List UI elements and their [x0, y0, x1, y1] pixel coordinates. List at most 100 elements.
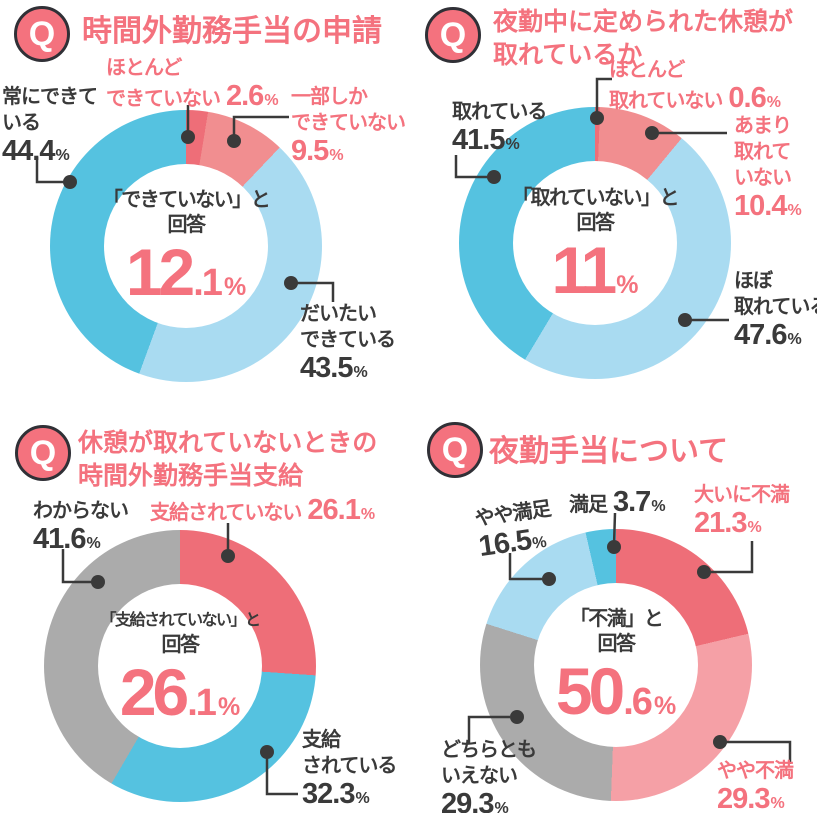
callout-text: されている	[302, 755, 397, 777]
percent-sign: %	[505, 136, 519, 153]
callout-amari-torenai: あまり 取れて いない 10.4%	[734, 113, 802, 224]
center-value-int: 11	[551, 232, 617, 307]
callout-value: 0.6	[728, 82, 766, 114]
percent-sign: %	[653, 691, 677, 720]
callout-value: 29.3	[717, 783, 770, 813]
percent-sign: %	[494, 800, 508, 813]
callout-value: 9.5	[291, 135, 329, 167]
callout-text: 支給	[302, 729, 341, 751]
callout-value: 41.5	[452, 124, 505, 156]
donut-center-label: 「取れていない」と 回答 11 %	[459, 107, 731, 379]
callout-yaya-fuman: やや不満 29.3%	[717, 758, 794, 813]
question-badge: Q	[427, 422, 483, 478]
callout-hobo-toreteiru: ほぼ 取れている 47.6%	[734, 268, 817, 353]
callout-text: いない	[734, 167, 792, 189]
callout-value-line: 32.3%	[302, 779, 396, 812]
percent-sign: %	[616, 270, 639, 299]
center-value-dec: .1	[193, 261, 223, 304]
callout-tsuneni-dekiteiru: 常にできて いる 44.4%	[2, 84, 98, 169]
center-label-line: 回答	[167, 213, 207, 236]
donut-center-label: 「支給されていない」と 回答 26 .1 %	[44, 530, 316, 802]
donut-hole	[98, 584, 262, 748]
chart-night-shift-breaks: Q 夜勤中に定められた休憩が 取れているか 「取れていない」と 回答 11 %	[409, 0, 817, 406]
center-label-line: 回答	[597, 632, 637, 655]
callout-text: だいたい	[300, 303, 377, 325]
center-label-line: 「不満」と	[569, 607, 664, 630]
chart-title-line: 取れているか	[493, 41, 643, 69]
callout-text: 常にできて	[2, 86, 98, 108]
callout-text: 取れて	[734, 141, 791, 163]
callout-shikyuu-sareteinai: 支給されていない 26.1%	[150, 495, 375, 528]
callout-text: いる	[2, 112, 41, 134]
center-value: 50 .6 %	[555, 653, 677, 728]
percent-sign: %	[360, 506, 375, 523]
callout-shikyuu-sareteiru: 支給 されている 32.3%	[302, 727, 397, 812]
callout-value: 16.5	[476, 524, 534, 564]
chart-title-line: 時間外勤務手当支給	[78, 462, 304, 490]
donut-chart: 「取れていない」と 回答 11 %	[459, 107, 731, 379]
callout-text: できていない	[291, 112, 406, 134]
callout-value: 21.3	[694, 507, 747, 539]
chart-allowance-payment: Q 休憩が取れていないときの 時間外勤務手当支給 「支給されていない」と 回答 …	[0, 407, 408, 813]
donut-chart: 「できていない」と 回答 12 .1 %	[50, 110, 322, 382]
chart-title: 夜勤手当について	[489, 433, 728, 471]
callout-text: いえない	[441, 765, 518, 787]
chart-overtime-application: Q 時間外勤務手当の申請 「できていない」と 回答 12 .1 %	[0, 0, 408, 406]
percent-sign: %	[770, 795, 784, 812]
callout-value-line: 44.4%	[2, 136, 97, 169]
percent-sign: %	[264, 92, 278, 109]
percent-sign: %	[651, 498, 665, 515]
center-value-int: 50	[555, 653, 625, 728]
callout-manzoku: 満足 3.7%	[569, 486, 666, 520]
callout-text: 取れている	[734, 296, 817, 318]
callout-text: あまり	[734, 115, 792, 137]
callout-dochiratomo-ienai: どちらとも いえない 29.3%	[441, 737, 537, 813]
question-badge: Q	[425, 7, 481, 63]
callout-value: 44.4	[2, 135, 55, 167]
callout-value: 32.3	[302, 778, 355, 810]
callout-text: どちらとも	[441, 739, 537, 761]
chart-title: 夜勤中に定められた休憩が 取れているか	[493, 6, 793, 72]
callout-ooini-fuman: 大いに不満 21.3%	[694, 482, 790, 541]
callout-value-line: 10.4%	[734, 190, 802, 224]
percent-sign: %	[787, 202, 801, 219]
callout-text: できていない 2.6%	[106, 80, 279, 112]
callout-daitai-dekiteiru: だいたい できている 43.5%	[300, 301, 396, 386]
callout-value: 41.6	[33, 523, 86, 555]
center-value-int: 26	[119, 654, 189, 729]
callout-text: 取れていない 0.6%	[609, 82, 781, 114]
callout-value-line: 29.3%	[717, 784, 793, 813]
percent-sign: %	[747, 519, 761, 536]
callout-toreteiru: 取れている 41.5%	[452, 99, 547, 158]
percent-sign: %	[55, 147, 69, 164]
callout-value-line: 41.5%	[452, 125, 546, 158]
chart-night-shift-allowance: Q 夜勤手当について 「不満」と 回答 50 .6 %	[409, 407, 817, 813]
callout-value: 10.4	[734, 190, 787, 222]
donut-center-label: 「できていない」と 回答 12 .1 %	[50, 110, 322, 382]
donut-chart: 「支給されていない」と 回答 26 .1 %	[44, 530, 316, 802]
callout-text: ほぼ	[734, 270, 773, 292]
center-value-dec: .6	[623, 680, 653, 723]
percent-sign: %	[329, 147, 343, 164]
callout-text: 一部しか	[291, 86, 368, 108]
percent-sign: %	[766, 94, 781, 111]
callout-value-line: 29.3%	[441, 789, 536, 813]
donut-hole	[104, 164, 268, 328]
callout-hotondo-dekiteinai: ほとんど できていない 2.6%	[106, 55, 279, 114]
center-label-line: 回答	[161, 633, 201, 656]
center-label-line: 回答	[576, 211, 616, 234]
callout-text: ほとんど	[106, 57, 182, 79]
callout-ichibu-dekiteinai: 一部しか できていない 9.5%	[291, 84, 406, 169]
callout-value-line: 9.5%	[291, 136, 405, 169]
callout-value: 3.7	[613, 486, 651, 518]
donut-hole	[534, 583, 698, 747]
chart-title: 休憩が取れていないときの 時間外勤務手当支給	[78, 427, 377, 493]
percent-sign: %	[787, 331, 801, 348]
callout-yaya-manzoku: やや満足 16.5%	[473, 496, 556, 565]
callout-value: 2.6	[226, 80, 264, 112]
callout-text: 満足 3.7%	[569, 486, 666, 518]
callout-value: 29.3	[441, 788, 494, 813]
callout-text: できている	[300, 329, 396, 351]
donut-center-label: 「不満」と 回答 50 .6 %	[480, 529, 752, 801]
